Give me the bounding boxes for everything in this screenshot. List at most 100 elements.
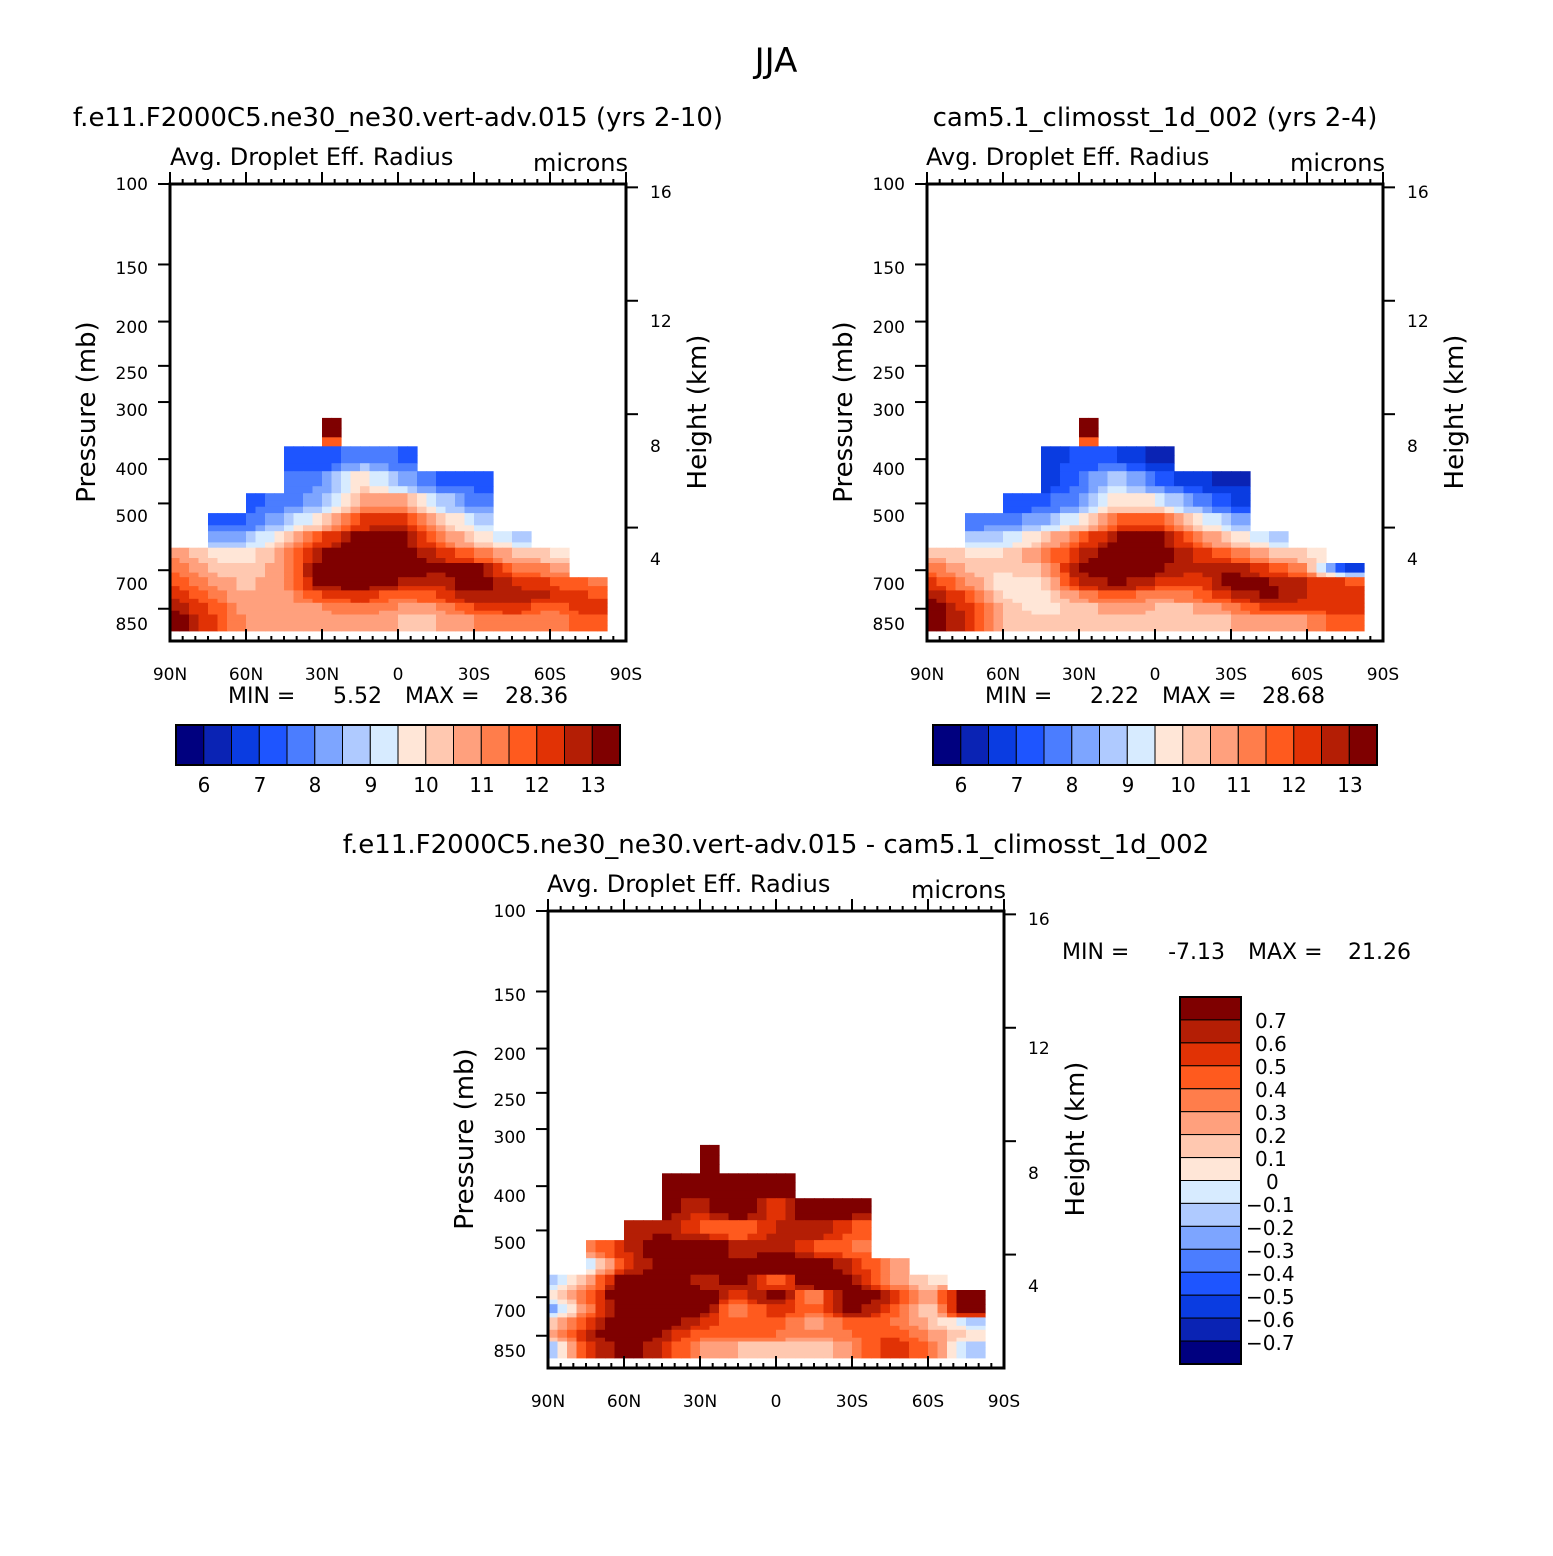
field-cell [1031,563,1042,569]
field-cell [1079,531,1090,538]
field-cell [331,577,342,583]
field-cell [445,542,456,549]
field-cell [1250,536,1261,543]
field-cell [445,519,456,526]
field-cell [937,1329,948,1335]
field-cell [1288,547,1299,554]
field-cell [595,1240,606,1247]
field-cell [1335,577,1346,583]
field-cell [1079,567,1090,574]
field-cell [1269,594,1280,600]
field-cell [557,1352,568,1359]
field-cell [662,1233,673,1241]
field-cell [728,1269,739,1276]
field-cell [274,536,285,543]
field-cell [738,1329,749,1335]
field-cell [445,547,456,554]
field-cell [852,1279,863,1286]
field-cell [614,1317,625,1323]
field-cell [747,1240,758,1247]
panel-3-x-tick-labels: 90N 60N 30N 0 30S 60S 90S [531,1392,1020,1412]
field-cell [407,572,418,578]
field-cell [966,1321,977,1327]
field-cell [1060,606,1071,612]
field-cell [1069,620,1080,627]
field-cell [861,1341,872,1348]
field-cell [246,525,257,532]
field-cell [540,606,551,612]
field-cell [455,577,466,583]
field-cell [379,536,390,543]
field-cell [322,506,333,514]
field-cell [624,1347,635,1354]
field-cell [766,1313,777,1318]
field-cell [557,1299,568,1305]
field-cell [1221,547,1232,554]
field-cell [474,547,485,554]
field-cell [728,1333,739,1339]
field-cell [890,1285,901,1291]
field-cell [776,1321,787,1327]
field-cell [671,1304,682,1310]
field-cell [700,1173,711,1183]
field-cell [464,542,475,549]
field-cell [464,586,475,591]
field-cell [322,486,333,494]
field-cell [984,531,995,538]
field-cell [293,606,304,612]
field-cell [662,1333,673,1339]
field-cell [605,1325,616,1331]
field-cell [681,1233,692,1241]
field-cell [557,1313,568,1318]
field-cell [852,1227,863,1235]
field-cell [643,1220,654,1228]
field-cell [776,1258,787,1265]
field-cell [955,547,966,554]
field-cell [1079,547,1090,554]
field-cell [1041,531,1052,538]
field-cell [1155,471,1166,480]
field-cell [965,547,976,554]
field-cell [198,558,209,564]
field-cell [605,1308,616,1314]
field-cell [455,625,466,632]
field-cell [1136,536,1147,543]
field-cell [1354,567,1365,574]
field-cell [662,1220,673,1228]
field-cell [379,542,390,549]
field-cell [1098,602,1109,608]
field-cell [1126,506,1137,514]
x-tick-label: 60S [1291,665,1323,685]
field-cell [217,590,228,596]
field-cell [350,531,361,538]
field-cell [1117,563,1128,569]
field-cell [1107,506,1118,514]
field-cell [227,577,238,583]
field-cell [369,463,380,472]
field-cell [436,610,447,616]
field-cell [823,1220,834,1228]
field-cell [1231,567,1242,574]
field-cell [360,552,371,559]
field-cell [1316,620,1327,627]
field-cell [464,500,475,508]
field-cell [1164,598,1175,604]
field-cell [1155,558,1166,564]
field-cell [1050,602,1061,608]
field-cell [303,563,314,569]
field-cell [1107,463,1118,472]
field-cell [965,519,976,526]
field-cell [918,1317,929,1323]
field-cell [360,471,371,480]
field-cell [776,1274,787,1281]
field-cell [1060,547,1071,554]
field-cell [265,602,276,608]
field-cell [909,1317,920,1323]
field-cell [493,586,504,591]
field-cell [965,606,976,612]
field-cell [776,1240,787,1247]
field-cell [1069,581,1080,587]
colorbar-swatch [1126,724,1156,766]
field-cell [965,610,976,616]
field-cell [512,547,523,554]
